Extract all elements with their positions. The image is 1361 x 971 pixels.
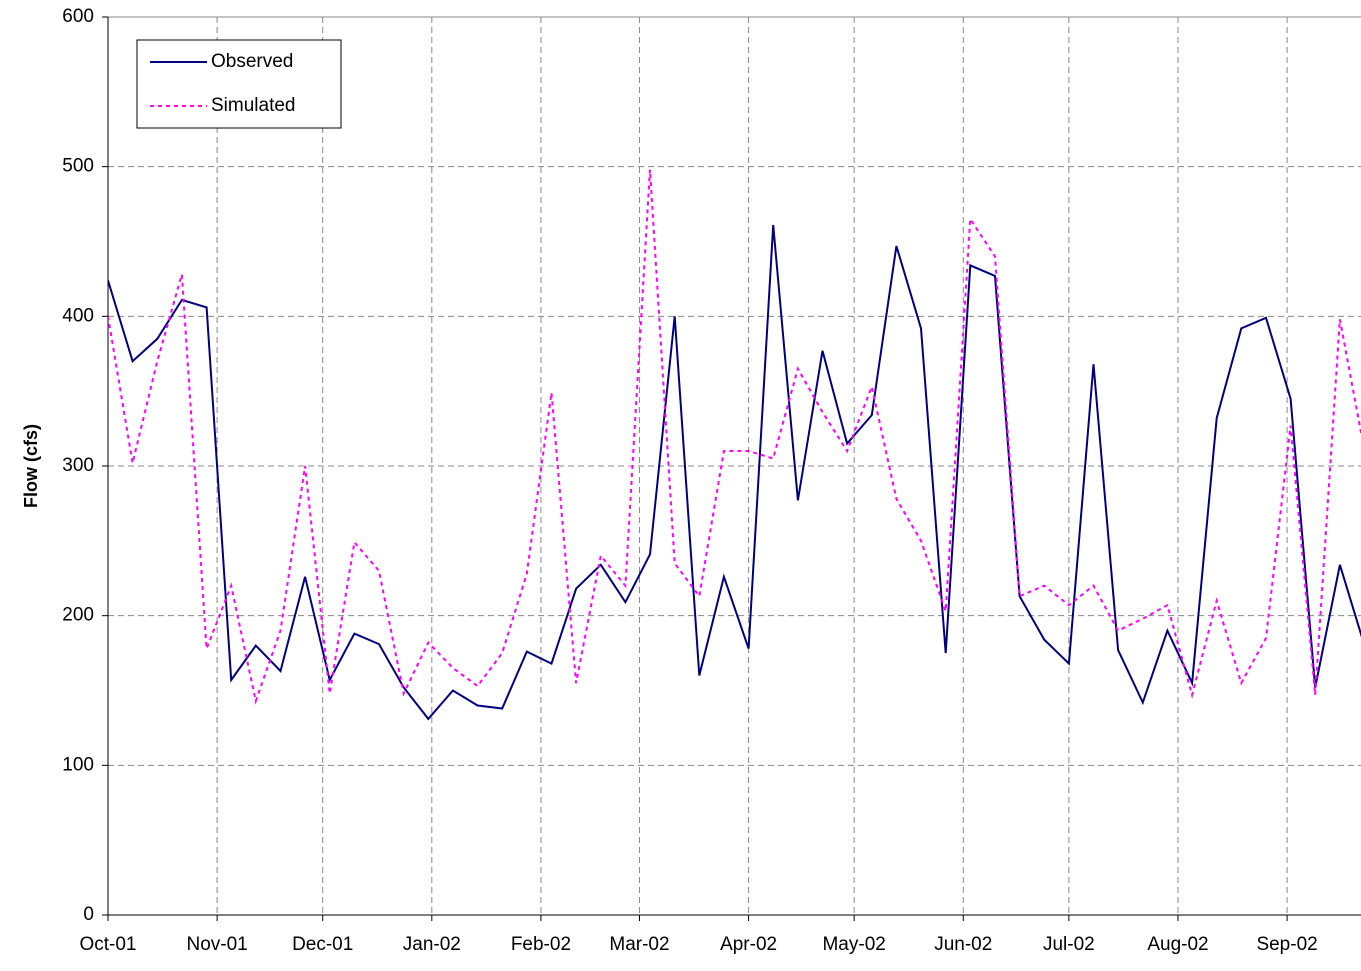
x-tick-label: Jan-02 bbox=[403, 934, 461, 955]
x-tick-label: May-02 bbox=[822, 934, 885, 955]
x-tick-label: Nov-01 bbox=[186, 934, 247, 955]
x-tick-label: Sep-02 bbox=[1256, 934, 1317, 955]
y-axis-label: Flow (cfs) bbox=[21, 424, 41, 508]
plot-area bbox=[108, 169, 1361, 721]
x-tick-label: Jun-02 bbox=[934, 934, 992, 955]
x-tick-label: Dec-01 bbox=[292, 934, 353, 955]
x-tick-label: Mar-02 bbox=[609, 934, 669, 955]
y-tick-label: 200 bbox=[62, 605, 94, 626]
series-line bbox=[108, 169, 1361, 705]
x-tick-label: Aug-02 bbox=[1147, 934, 1208, 955]
y-tick-label: 600 bbox=[62, 6, 94, 27]
y-tick-label: 0 bbox=[83, 904, 94, 925]
legend-label: Observed bbox=[211, 51, 293, 72]
x-tick-label: Feb-02 bbox=[511, 934, 571, 955]
series-line bbox=[108, 224, 1361, 721]
x-tick-label: Oct-01 bbox=[79, 934, 136, 955]
y-tick-label: 300 bbox=[62, 455, 94, 476]
y-tick-label: 100 bbox=[62, 754, 94, 775]
y-tick-label: 400 bbox=[62, 305, 94, 326]
y-tick-label: 500 bbox=[62, 156, 94, 177]
x-tick-label: Apr-02 bbox=[720, 934, 777, 955]
x-tick-label: Jul-02 bbox=[1043, 934, 1095, 955]
legend-box bbox=[136, 39, 342, 129]
legend-label: Simulated bbox=[211, 95, 296, 116]
